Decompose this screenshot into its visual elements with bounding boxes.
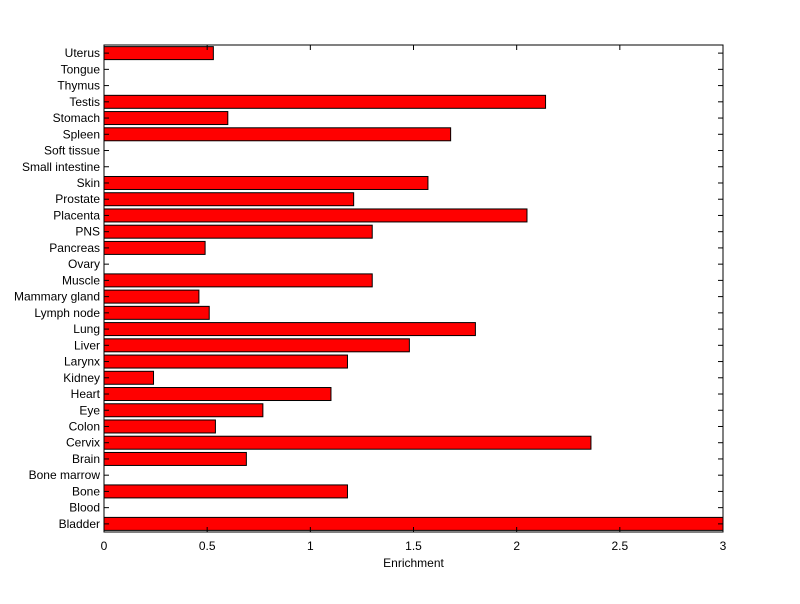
bar-pns bbox=[103, 224, 373, 239]
y-tick-label-prostate: Prostate bbox=[55, 192, 100, 206]
x-tick-label: 0.5 bbox=[199, 539, 216, 553]
y-tick-label-tongue: Tongue bbox=[61, 62, 101, 76]
bar-colon bbox=[103, 419, 216, 434]
bar-prostate bbox=[103, 192, 355, 207]
y-tick-label-placenta: Placenta bbox=[53, 208, 100, 222]
y-tick-label-stomach: Stomach bbox=[53, 111, 100, 125]
y-tick-label-eye: Eye bbox=[79, 403, 100, 417]
bar-spleen bbox=[103, 127, 452, 142]
y-tick-label-bone-marrow: Bone marrow bbox=[29, 468, 101, 482]
y-tick-label-pancreas: Pancreas bbox=[49, 241, 100, 255]
bar-uterus bbox=[103, 46, 214, 61]
y-tick-label-soft-tissue: Soft tissue bbox=[44, 144, 100, 158]
y-tick-label-testis: Testis bbox=[69, 95, 100, 109]
y-tick-label-liver: Liver bbox=[74, 338, 100, 352]
y-tick-label-brain: Brain bbox=[72, 452, 100, 466]
bar-pancreas bbox=[103, 240, 206, 255]
y-tick-label-blood: Blood bbox=[69, 501, 100, 515]
x-tick-label: 2.5 bbox=[611, 539, 628, 553]
x-tick-label: 1 bbox=[307, 539, 314, 553]
bar-muscle bbox=[103, 273, 373, 288]
bars-layer bbox=[103, 46, 724, 531]
y-tick-label-cervix: Cervix bbox=[66, 436, 100, 450]
bar-placenta bbox=[103, 208, 528, 223]
bar-testis bbox=[103, 94, 547, 109]
x-axis-label: Enrichment bbox=[383, 556, 444, 570]
y-tick-label-bone: Bone bbox=[72, 484, 100, 498]
y-tick-label-uterus: Uterus bbox=[65, 46, 100, 60]
y-tick-label-larynx: Larynx bbox=[64, 355, 100, 369]
y-tick-label-kidney: Kidney bbox=[63, 371, 100, 385]
y-tick-label-small-intestine: Small intestine bbox=[22, 160, 100, 174]
y-tick-label-bladder: Bladder bbox=[59, 517, 100, 531]
bar-cervix bbox=[103, 435, 592, 450]
bar-liver bbox=[103, 338, 410, 353]
bar-heart bbox=[103, 387, 332, 402]
y-tick-label-lung: Lung bbox=[73, 322, 100, 336]
y-tick-label-heart: Heart bbox=[71, 387, 101, 401]
x-tick-label: 3 bbox=[720, 539, 727, 553]
y-tick-label-spleen: Spleen bbox=[63, 127, 100, 141]
y-tick-label-ovary: Ovary bbox=[68, 257, 100, 271]
y-tick-label-skin: Skin bbox=[77, 176, 100, 190]
bar-mammary-gland bbox=[103, 289, 200, 304]
x-tick-label: 0 bbox=[101, 539, 108, 553]
bar-brain bbox=[103, 451, 247, 466]
bar-bone bbox=[103, 484, 348, 499]
bar-lung bbox=[103, 322, 476, 337]
y-tick-label-muscle: Muscle bbox=[62, 273, 100, 287]
y-tick-label-thymus: Thymus bbox=[57, 79, 100, 93]
bar-eye bbox=[103, 403, 264, 418]
bar-stomach bbox=[103, 111, 229, 126]
y-tick-label-colon: Colon bbox=[69, 419, 100, 433]
x-tick-label: 2 bbox=[513, 539, 520, 553]
y-tick-label-lymph-node: Lymph node bbox=[34, 306, 100, 320]
labels-layer: Uterus Tongue Thymus Testis Stomach Spleen Sof… bbox=[14, 46, 727, 553]
y-tick-label-mammary-gland: Mammary gland bbox=[14, 290, 100, 304]
ticks-layer bbox=[103, 45, 724, 532]
bar-kidney bbox=[103, 370, 155, 385]
bar-lymph-node bbox=[103, 305, 210, 320]
bar-skin bbox=[103, 175, 429, 190]
y-tick-label-pns: PNS bbox=[75, 225, 100, 239]
bar-larynx bbox=[103, 354, 348, 369]
x-tick-label: 1.5 bbox=[405, 539, 422, 553]
